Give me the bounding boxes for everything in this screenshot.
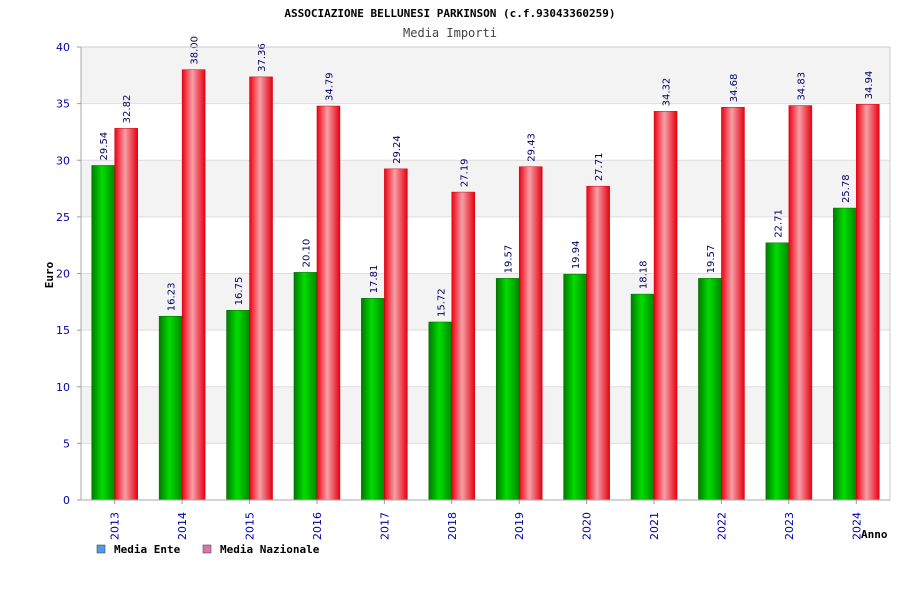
- y-tick-label: 25: [56, 211, 70, 224]
- bar-media-nazionale: [856, 104, 880, 501]
- grid-band: [81, 330, 890, 387]
- bar-media-nazionale: [114, 128, 138, 501]
- bar-media-nazionale: [384, 168, 408, 501]
- grid-band: [81, 216, 890, 274]
- data-label: 29.54: [99, 132, 110, 161]
- bar-media-ente: [361, 298, 385, 501]
- legend-swatch-media-nazionale: [202, 544, 212, 554]
- y-tick-label: 40: [56, 41, 70, 54]
- grid-band: [81, 47, 890, 104]
- grid-band: [81, 160, 890, 217]
- data-label: 29.43: [527, 133, 538, 162]
- bar-media-nazionale: [451, 191, 476, 501]
- bar-media-ente: [293, 272, 318, 501]
- data-label: 16.23: [167, 283, 178, 312]
- legend-swatch-media-ente: [96, 544, 106, 554]
- data-label: 29.24: [392, 135, 403, 164]
- grid-band: [81, 386, 890, 444]
- bar-media-nazionale: [788, 105, 813, 501]
- plot-background: [81, 47, 890, 500]
- chart-title: ASSOCIAZIONE BELLUNESI PARKINSON (c.f.93…: [284, 7, 615, 20]
- x-tick-label: 2017: [378, 512, 391, 540]
- bar-media-nazionale: [721, 106, 745, 501]
- x-tick-label: 2024: [850, 512, 863, 540]
- x-tick-label: 2013: [109, 512, 122, 540]
- data-label: 20.10: [301, 239, 312, 268]
- bar-media-nazionale: [181, 69, 206, 501]
- bar-media-ente: [630, 293, 655, 501]
- data-label: 19.57: [706, 245, 717, 274]
- bar-media-ente: [158, 315, 183, 501]
- data-label: 34.83: [796, 72, 807, 101]
- bar-media-ente: [833, 207, 857, 501]
- data-label: 38.00: [190, 36, 201, 65]
- y-tick-label: 0: [63, 494, 70, 507]
- bar-media-nazionale: [653, 111, 678, 501]
- y-tick-label: 20: [56, 268, 70, 281]
- data-label: 18.18: [639, 260, 650, 289]
- data-label: 32.82: [122, 95, 133, 124]
- grid-band: [81, 273, 890, 331]
- chart-subtitle: Media Importi: [403, 26, 497, 40]
- data-label: 19.57: [504, 245, 515, 274]
- data-label: 25.78: [841, 174, 852, 203]
- y-axis-label: Euro: [43, 261, 56, 288]
- axes: 0 5 10 15 20 25 30 35 40 2013 2014 2015 2016 2017 2018…: [56, 41, 891, 540]
- x-tick-label: 2020: [581, 512, 594, 540]
- x-tick-label: 2018: [446, 512, 459, 540]
- x-tick-label: 2016: [311, 512, 324, 540]
- data-label: 22.71: [773, 209, 784, 238]
- legend: Media Ente Media Nazionale: [96, 543, 320, 556]
- y-tick-label: 35: [56, 98, 70, 111]
- data-label: 34.32: [662, 78, 673, 107]
- bar-media-nazionale: [316, 105, 341, 501]
- grid-band: [81, 443, 890, 500]
- x-axis-label: Anno: [861, 528, 888, 541]
- data-label: 34.79: [324, 72, 335, 101]
- bar-media-ente: [495, 278, 520, 501]
- x-tick-label: 2021: [648, 512, 661, 540]
- x-tick-label: 2022: [715, 512, 728, 540]
- y-tick-label: 15: [56, 324, 70, 337]
- x-tick-label: 2014: [176, 512, 189, 540]
- x-tick-label: 2015: [244, 512, 257, 540]
- bar-media-nazionale: [586, 185, 610, 501]
- bar-media-ente: [698, 278, 722, 501]
- y-tick-label: 10: [56, 381, 70, 394]
- bar-media-ente: [563, 273, 587, 501]
- data-label: 27.19: [459, 158, 470, 187]
- data-label: 37.36: [257, 43, 268, 72]
- data-label: 16.75: [234, 277, 245, 306]
- bar-media-nazionale: [249, 76, 273, 501]
- data-label: 27.71: [594, 153, 605, 182]
- y-tick-label: 30: [56, 154, 70, 167]
- data-label: 19.94: [571, 241, 582, 270]
- y-tick-label: 5: [63, 437, 70, 450]
- x-tick-label: 2019: [513, 512, 526, 540]
- bar-media-ente: [226, 310, 250, 501]
- grid-band: [81, 103, 890, 161]
- bar-media-nazionale: [518, 166, 543, 501]
- x-tick-label: 2023: [783, 512, 796, 540]
- bar-media-ente: [91, 165, 115, 501]
- data-label: 34.68: [729, 74, 740, 103]
- data-label: 15.72: [436, 288, 447, 317]
- legend-label-media-ente: Media Ente: [114, 543, 181, 556]
- data-label: 17.81: [369, 265, 380, 294]
- legend-label-media-nazionale: Media Nazionale: [220, 543, 320, 556]
- bar-media-ente: [765, 242, 790, 501]
- data-label: 34.94: [864, 71, 875, 100]
- bars-layer: 29.54 32.82 16.23 38.00 16.75 37.36 20.10 34.79…: [91, 36, 880, 501]
- bar-media-ente: [428, 321, 453, 501]
